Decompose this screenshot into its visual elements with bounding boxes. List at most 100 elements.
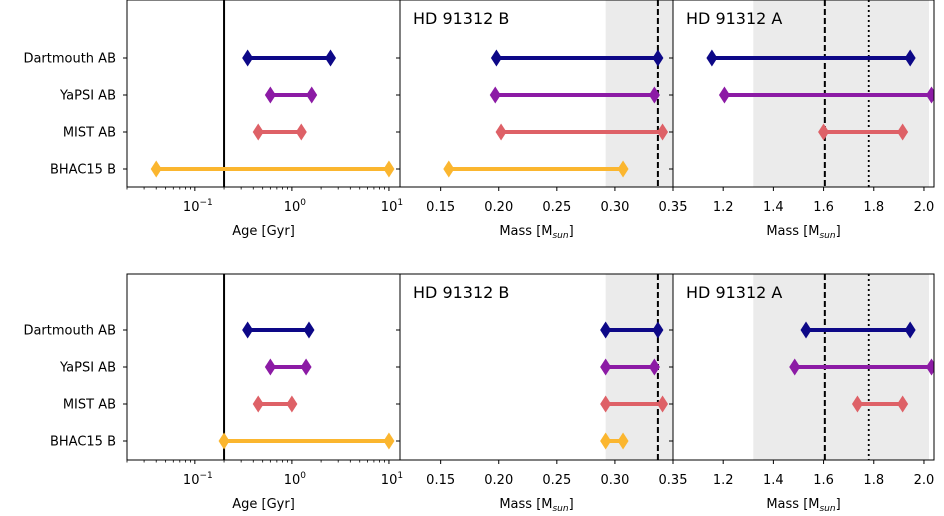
range-marker-low: [718, 86, 730, 104]
range-marker-high: [300, 358, 312, 376]
range-bar: [851, 395, 909, 413]
range-marker-high: [383, 160, 395, 178]
tick-exponent: 0: [300, 198, 306, 208]
range-bar: [789, 358, 934, 376]
category-label: YaPSI AB: [59, 361, 116, 376]
x-tick-label: 0.15: [426, 473, 455, 488]
range-bar: [264, 86, 318, 104]
x-tick-label: 0.35: [659, 473, 688, 488]
range-marker-high: [306, 86, 318, 104]
range-bar: [818, 123, 909, 141]
range-marker-high: [925, 86, 934, 104]
range-marker-low: [789, 358, 801, 376]
range-marker-low: [800, 321, 812, 339]
x-tick-label: 10−1: [183, 198, 213, 215]
x-tick-label: 100: [284, 198, 307, 215]
range-marker-high: [897, 395, 909, 413]
x-tick-label: 10−1: [183, 471, 213, 488]
range-bar: [706, 49, 916, 67]
range-bar: [218, 432, 395, 450]
x-tick-label: 0.15: [426, 200, 455, 215]
range-marker-low: [252, 395, 264, 413]
x-tick-label: 0.30: [600, 473, 629, 488]
x-tick-label: 101: [381, 198, 403, 215]
x-tick-label: 2.0: [914, 473, 935, 488]
x-tick-label: 1.2: [713, 200, 734, 215]
range-marker-low: [600, 358, 612, 376]
panel-1: 0.15 0.20 0.25 0.30 0.35 Mass [Msun] HD 91312 …: [396, 0, 687, 241]
x-axis-label-subscript: sun: [552, 504, 568, 514]
range-marker-high: [383, 432, 395, 450]
x-tick-label: 0.35: [659, 200, 688, 215]
range-bar: [600, 395, 669, 413]
range-bar: [600, 321, 664, 339]
range-marker-low: [490, 49, 502, 67]
range-marker-low: [600, 395, 612, 413]
x-tick-label: 1.6: [813, 473, 834, 488]
range-marker-low: [851, 395, 863, 413]
range-bar: [718, 86, 934, 104]
panel-frame: [126, 273, 401, 461]
x-tick-label: 101: [381, 471, 403, 488]
range-bar: [252, 123, 307, 141]
range-bar: [490, 49, 664, 67]
range-marker-high: [303, 321, 315, 339]
range-bar: [489, 86, 660, 104]
range-marker-low: [252, 123, 264, 141]
category-label: BHAC15 B: [50, 163, 116, 178]
panel-frame: [672, 273, 935, 461]
range-bar: [252, 395, 298, 413]
x-axis-label-subscript: sun: [552, 231, 568, 241]
range-marker-low: [218, 432, 230, 450]
x-tick-label: 1.8: [863, 473, 884, 488]
range-marker-high: [904, 49, 916, 67]
panel-2: 1.2 1.4 1.6 1.8 2.0 Mass [Msun] HD 91312 A: [669, 0, 935, 241]
x-axis-label: Mass [Msun]: [766, 497, 840, 514]
x-axis-label: Age [Gyr]: [232, 224, 295, 239]
range-bar: [443, 160, 629, 178]
range-marker-high: [657, 395, 669, 413]
range-marker-low: [264, 358, 276, 376]
range-marker-high: [648, 358, 660, 376]
category-label: MIST AB: [63, 126, 116, 141]
range-marker-high: [617, 432, 629, 450]
x-axis-label: Mass [Msun]: [499, 224, 573, 241]
x-tick-label: 100: [284, 471, 307, 488]
category-label: Dartmouth AB: [23, 324, 116, 339]
range-bar: [264, 358, 312, 376]
range-marker-high: [325, 49, 337, 67]
x-axis-label-end: ]: [836, 497, 841, 512]
category-label: MIST AB: [63, 398, 116, 413]
x-tick-label: 0.30: [600, 200, 629, 215]
x-tick-label: 0.20: [484, 473, 513, 488]
x-axis-label-end: ]: [569, 224, 574, 239]
x-axis-label: Mass [Msun]: [766, 224, 840, 241]
x-tick-label: 1.4: [763, 200, 784, 215]
x-tick-label: 1.2: [713, 473, 734, 488]
panel-title: HD 91312 A: [686, 9, 782, 28]
tick-exponent: 1: [397, 471, 403, 481]
range-marker-low: [818, 123, 830, 141]
tick-exponent: 1: [397, 198, 403, 208]
x-tick-label: 1.4: [763, 473, 784, 488]
panel-title: HD 91312 B: [413, 283, 509, 302]
x-tick-label: 1.6: [813, 200, 834, 215]
range-marker-low: [242, 321, 254, 339]
x-tick-label: 0.25: [542, 200, 571, 215]
range-bar: [600, 358, 660, 376]
panel-title: HD 91312 B: [413, 9, 509, 28]
range-bar: [600, 432, 629, 450]
panel-frame: [126, 0, 401, 188]
range-marker-low: [489, 86, 501, 104]
x-tick-label: 2.0: [914, 200, 935, 215]
range-bar: [150, 160, 395, 178]
x-tick-label: 1.8: [863, 200, 884, 215]
panel-title: HD 91312 A: [686, 283, 782, 302]
tick-exponent: −1: [199, 198, 212, 208]
range-marker-low: [706, 49, 718, 67]
range-bar: [495, 123, 669, 141]
range-marker-high: [617, 160, 629, 178]
range-marker-high: [295, 123, 307, 141]
